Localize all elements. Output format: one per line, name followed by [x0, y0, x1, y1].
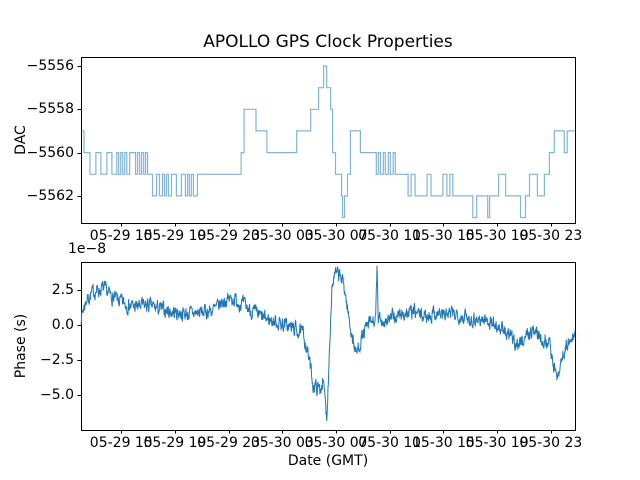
- x-tick-label: 05-29 23: [197, 228, 261, 244]
- x-tick-label: 05-29 19: [143, 228, 207, 244]
- y-tick-label: 0.0: [51, 317, 74, 333]
- x-tick-label: 05-30 03: [250, 228, 314, 244]
- figure-title: APOLLO GPS Clock Properties: [203, 32, 453, 52]
- x-tick-label: 05-29 23: [197, 435, 261, 451]
- y-tick-label: −5560: [26, 144, 74, 161]
- y-tick-label: −5558: [26, 101, 74, 118]
- y-tick-label: −5556: [26, 58, 74, 74]
- x-tick-label: 05-29 15: [89, 435, 153, 451]
- date-axis-label: Date (GMT): [287, 453, 369, 469]
- phase-scale-offset-text: 1e−8: [68, 241, 107, 257]
- x-tick-label: 05-30 15: [411, 228, 475, 244]
- y-tick-label: −5562: [26, 187, 74, 204]
- x-tick-label: 05-30 19: [465, 228, 529, 244]
- x-tick-label: 05-30 11: [358, 228, 422, 244]
- phase-axis-label: Phase (s): [13, 313, 29, 379]
- x-tick-label: 05-30 11: [358, 435, 422, 451]
- x-tick-label: 05-30 15: [411, 435, 475, 451]
- x-tick-label: 05-30 23: [519, 228, 583, 244]
- x-tick-label: 05-30 19: [465, 435, 529, 451]
- x-tick-label: 05-30 07: [304, 435, 368, 451]
- x-tick-label: 05-30 03: [250, 435, 314, 451]
- x-tick-label: 05-30 23: [519, 435, 583, 451]
- x-tick-label: 05-29 19: [143, 435, 207, 451]
- y-tick-label: 2.5: [51, 282, 74, 298]
- y-tick-label: −5.0: [40, 387, 74, 403]
- y-tick-label: −2.5: [40, 352, 74, 368]
- x-tick-label: 05-30 07: [304, 228, 368, 244]
- x-tick-label: 05-29 15: [89, 228, 153, 244]
